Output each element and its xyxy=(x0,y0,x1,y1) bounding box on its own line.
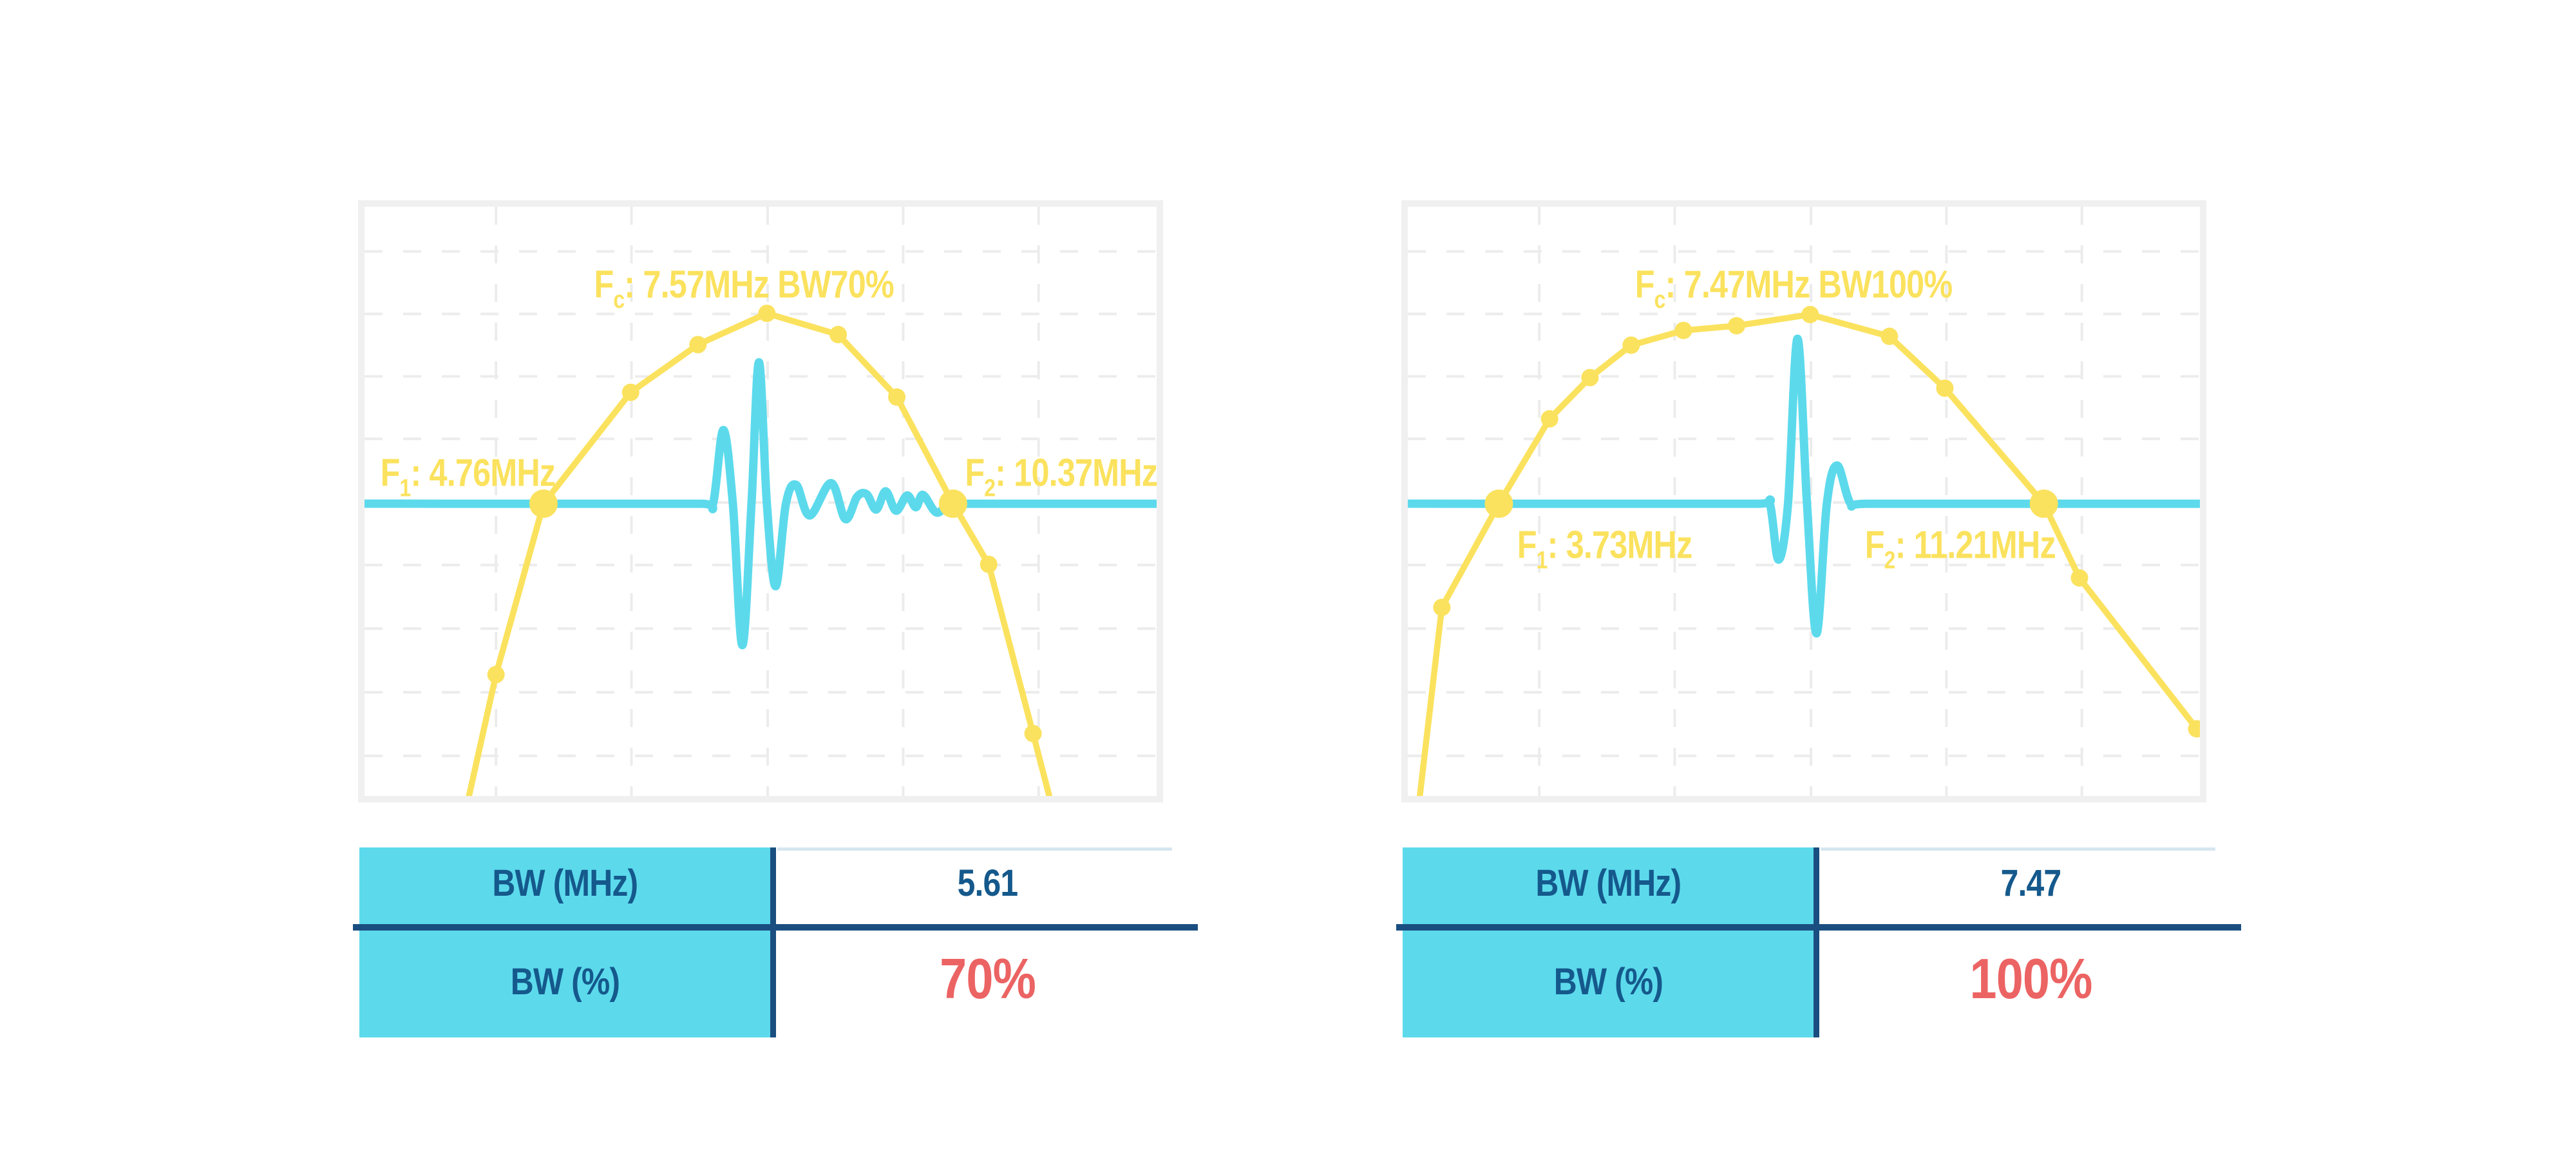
bw-pct-value-cell: 70% xyxy=(940,947,1036,1010)
table-column-divider xyxy=(770,847,776,1037)
chart-frame xyxy=(1401,200,2206,802)
pulse-waveform xyxy=(1408,334,2200,638)
chart-frame xyxy=(358,200,1163,802)
table-top-rule xyxy=(777,847,1172,851)
spectrum-marker xyxy=(2188,720,2200,738)
bw-pct-value-cell: 100% xyxy=(1969,947,2092,1010)
bw-mhz-label-cell: BW (MHz) xyxy=(492,862,638,904)
spectrum-marker xyxy=(1581,368,1599,386)
crossing-marker xyxy=(2029,489,2058,518)
crossing-marker xyxy=(1484,489,1513,518)
f2-annotation: F2: 11.21MHz xyxy=(1865,523,2056,574)
spectrum-marker xyxy=(1024,724,1042,743)
spectrum-marker xyxy=(2070,569,2088,587)
spectrum-curve xyxy=(466,310,1053,796)
table-top-rule xyxy=(1821,847,2215,851)
spectrum-marker xyxy=(1433,598,1451,616)
chart-bw70: Fc: 7.57MHz BW70% F1: 4.76MHz F2: 10.37MHz xyxy=(358,200,1163,802)
spectrum-marker xyxy=(1674,321,1692,339)
bw-pct-label-cell: BW (%) xyxy=(510,961,620,1003)
table-column-divider xyxy=(1814,847,1819,1037)
spectrum-marker xyxy=(980,555,998,573)
pulse-spectrum-bw70-svg: Fc: 7.57MHz BW70% F1: 4.76MHz F2: 10.37MHz xyxy=(358,200,1163,802)
spectrum-marker xyxy=(1727,317,1745,335)
f1-annotation: F1: 3.73MHz xyxy=(1517,523,1692,574)
bw-mhz-value-cell: 7.47 xyxy=(2000,862,2062,904)
spectrum-marker xyxy=(1622,336,1640,354)
fc-annotation: Fc: 7.57MHz BW70% xyxy=(594,263,893,314)
bw-mhz-value-cell: 5.61 xyxy=(957,862,1019,904)
crossing-marker xyxy=(529,489,558,518)
spectrum-marker xyxy=(888,388,906,406)
spectrum-marker xyxy=(487,666,505,684)
spectrum-marker xyxy=(829,326,848,344)
f2-annotation: F2: 10.37MHz xyxy=(965,451,1157,502)
pulse-waveform xyxy=(365,358,1157,650)
spectrum-marker xyxy=(1540,410,1558,428)
crossing-marker xyxy=(938,489,967,518)
spectrum-curve xyxy=(1416,311,2200,796)
f1-annotation: F1: 4.76MHz xyxy=(381,451,556,502)
bw-table-70: BW (MHz) BW (%) 5.61 70% xyxy=(353,847,1204,1037)
spectrum-marker xyxy=(758,305,776,323)
spectrum-marker xyxy=(1801,305,1819,323)
bw-mhz-label-cell: BW (MHz) xyxy=(1535,862,1681,904)
bw-pct-label-cell: BW (%) xyxy=(1553,961,1663,1003)
table-label-column xyxy=(1403,847,1814,1037)
spectrum-marker xyxy=(621,383,639,401)
table-label-column xyxy=(359,847,770,1037)
pulse-spectrum-bw100-svg: Fc: 7.47MHz BW100% F1: 3.73MHz F2: 11.21MH… xyxy=(1401,200,2206,802)
bw-table-100: BW (MHz) BW (%) 7.47 100% xyxy=(1396,847,2248,1037)
spectrum-marker xyxy=(1880,327,1899,345)
spectrum-marker xyxy=(689,336,707,354)
spectrum-marker xyxy=(1936,379,1954,397)
chart-bw100: Fc: 7.47MHz BW100% F1: 3.73MHz F2: 11.21MH… xyxy=(1401,200,2206,802)
fc-annotation: Fc: 7.47MHz BW100% xyxy=(1635,263,1953,314)
